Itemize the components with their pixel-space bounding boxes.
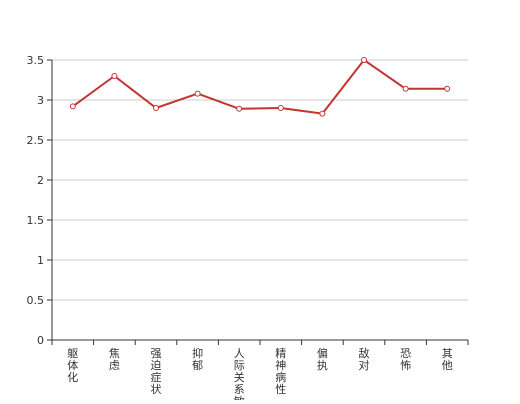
- y-tick-label: 3: [37, 94, 44, 107]
- x-category-label: 强迫症状: [151, 347, 162, 396]
- data-point: [361, 57, 367, 63]
- x-category-label: 焦虑: [109, 347, 120, 372]
- x-category-label: 其他: [442, 347, 453, 372]
- data-point: [153, 105, 159, 111]
- x-category-label: 偏执: [317, 346, 328, 372]
- x-category-label: 人际关系敏感: [234, 347, 245, 400]
- y-tick-label: 3.5: [27, 54, 45, 67]
- data-point: [194, 90, 201, 97]
- data-point: [111, 73, 118, 79]
- data-point: [236, 105, 243, 112]
- y-tick-label: 1.5: [27, 214, 45, 227]
- data-point: [69, 103, 76, 110]
- data-point: [402, 85, 409, 92]
- x-category-label: 精神病性: [275, 347, 286, 396]
- y-tick-label: 1: [37, 254, 44, 267]
- y-tick-label: 2.5: [27, 134, 45, 147]
- x-category-label: 抑郁: [192, 346, 203, 372]
- x-category-label: 恐怖: [400, 347, 411, 372]
- y-tick-label: 0: [37, 334, 44, 347]
- data-point: [277, 105, 284, 111]
- y-tick-label: 0.5: [27, 294, 45, 307]
- series-line: [72, 59, 448, 115]
- x-category-label: 敌对: [359, 346, 370, 372]
- data-point: [319, 110, 326, 117]
- y-tick-label: 2: [37, 174, 44, 187]
- x-category-label: 躯体化: [67, 347, 78, 384]
- data-point: [444, 85, 451, 92]
